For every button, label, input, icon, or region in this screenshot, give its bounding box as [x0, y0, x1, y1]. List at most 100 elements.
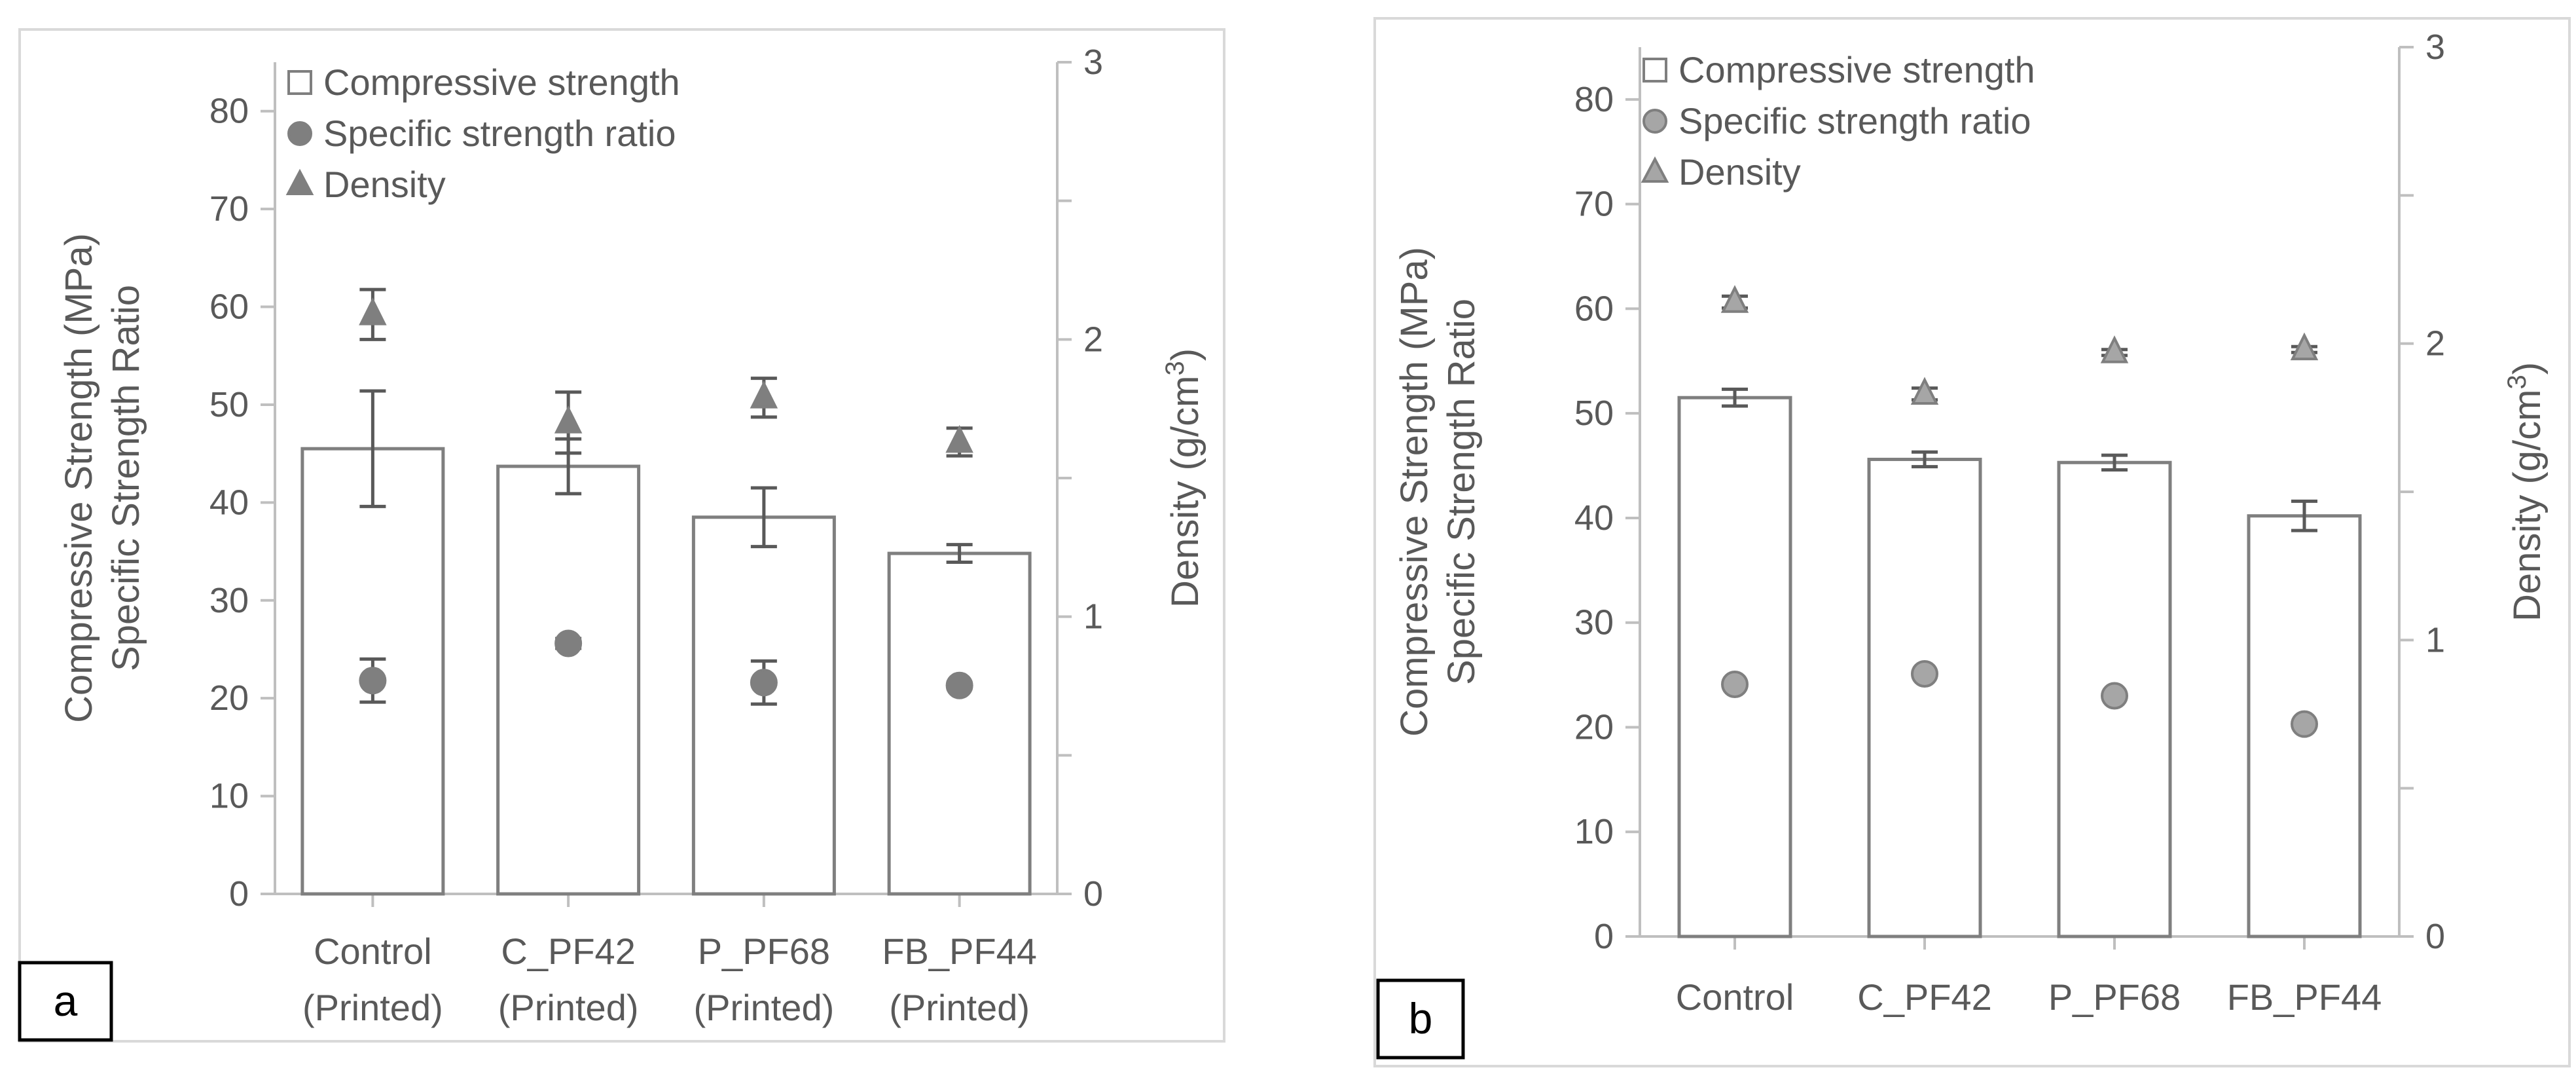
y-tick-label-left: 40 [1574, 498, 1614, 538]
chart-a: 0 10 20 30 40 50 60 70 80 0 1 2 3 Compressive Strengt… [18, 28, 1225, 1043]
point-density [945, 424, 973, 453]
point-density [750, 380, 778, 409]
y-tick-label-left: 60 [209, 287, 249, 327]
x-category-label: P_PF68 [2048, 976, 2181, 1018]
x-category-line: Control [314, 931, 432, 972]
bar-compressive-strength [496, 464, 641, 896]
legend-swatch-triangle [285, 168, 314, 195]
y-tick-label-left: 80 [209, 92, 249, 131]
y-axis-title-left: Compressive Strength (MPa) Specific Stren… [58, 233, 147, 723]
y-tick-label-left: 0 [1594, 917, 1614, 956]
bar-compressive-strength [1867, 457, 1982, 938]
legend-label: Compressive strength [323, 62, 680, 103]
y-tick-label-right: 2 [1083, 320, 1103, 359]
x-category-label: FB_PF44 (Printed) [882, 931, 1037, 1028]
y-tick-label-right: 3 [2425, 28, 2445, 67]
y-tick-label-left: 10 [1574, 812, 1614, 851]
point-specific-strength-ratio [1911, 659, 1938, 688]
legend-label: Specific strength ratio [1678, 100, 2031, 141]
x-category-label: Control (Printed) [302, 931, 443, 1028]
y-tick-label-left: 20 [209, 678, 249, 718]
legend-swatch-circle [287, 121, 312, 146]
point-specific-strength-ratio [750, 669, 778, 697]
y2-title-sup: 3 [1161, 361, 1189, 375]
chart-panel-a: 0 10 20 30 40 50 60 70 80 0 1 2 3 Compressive Strengt… [0, 0, 1244, 1074]
x-category-line: P_PF68 [698, 931, 830, 972]
x-category-line: (Printed) [694, 987, 835, 1028]
y2-title-sup: 3 [2503, 375, 2531, 389]
legend-swatch-circle [1642, 109, 1667, 134]
point-density [359, 297, 387, 325]
x-category-label: C_PF42 [1857, 976, 1991, 1018]
chart-border [18, 28, 1225, 1043]
y2-title-main: Density (g/cm [1164, 376, 1206, 608]
y-tick-label-left: 70 [1574, 185, 1614, 224]
y-tick-label-left: 30 [1574, 603, 1614, 642]
y-tick-label-right: 0 [1083, 874, 1103, 914]
y-tick-label-left: 10 [209, 777, 249, 816]
y-tick-label-left: 0 [229, 874, 249, 914]
point-density [1910, 377, 1939, 405]
x-category-line: FB_PF44 [2227, 976, 2382, 1018]
panel-label-box [1376, 978, 1465, 1060]
y-tick-label-right: 0 [2425, 917, 2445, 956]
point-specific-strength-ratio [2291, 710, 2318, 738]
point-specific-strength-ratio [945, 671, 973, 699]
panel-label: a [54, 976, 78, 1025]
x-category-line: C_PF42 [1857, 976, 1991, 1018]
y-axis-title-line: Compressive Strength (MPa) [58, 233, 100, 723]
x-category-label: C_PF42 (Printed) [498, 931, 639, 1028]
y-axis-title-line: Compressive Strength (MPa) [1393, 247, 1436, 737]
y-axis-title-line: Specific Strength Ratio [105, 285, 147, 671]
y2-title-close: ) [1164, 348, 1206, 361]
point-specific-strength-ratio [2101, 682, 2128, 710]
chart-b: 0 10 20 30 40 50 60 70 80 0 1 2 3 Compressive Strengt… [1373, 17, 2571, 1067]
y-tick-label-left: 30 [209, 581, 249, 620]
legend-swatch-bar [1642, 58, 1667, 83]
y-tick-label-left: 50 [209, 385, 249, 424]
bar-compressive-strength [1677, 396, 1792, 938]
point-specific-strength-ratio [1721, 670, 1749, 698]
y-axis-title-right: Density (g/cm3) [2503, 362, 2549, 621]
x-category-line: FB_PF44 [882, 931, 1037, 972]
x-category-line: P_PF68 [2048, 976, 2181, 1018]
point-specific-strength-ratio [554, 629, 583, 657]
panel-label-box [18, 961, 113, 1042]
y-tick-label-right: 3 [1083, 43, 1103, 82]
y2-title-main: Density (g/cm [2506, 390, 2549, 622]
x-category-line: (Printed) [302, 987, 443, 1028]
point-specific-strength-ratio [359, 667, 387, 695]
x-category-label: P_PF68 (Printed) [694, 931, 835, 1028]
y-tick-label-right: 1 [1083, 597, 1103, 637]
x-category-line: (Printed) [889, 987, 1030, 1028]
x-category-line: (Printed) [498, 987, 639, 1028]
y2-title-close: ) [2506, 362, 2549, 375]
y-tick-label-left: 40 [209, 483, 249, 522]
y-tick-label-left: 50 [1574, 394, 1614, 433]
chart-panel-b: 0 10 20 30 40 50 60 70 80 0 1 2 3 Compressive Strengt… [1368, 0, 2576, 1074]
x-category-label: FB_PF44 [2227, 976, 2382, 1018]
point-density [2290, 332, 2319, 361]
legend-label: Compressive strength [1678, 49, 2035, 90]
x-category-line: C_PF42 [501, 931, 635, 972]
y-tick-label-left: 80 [1574, 80, 1614, 119]
y-axis-title-line: Specific Strength Ratio [1440, 299, 1483, 685]
y-axis-title-left: Compressive Strength (MPa) Specific Stren… [1393, 247, 1483, 737]
y-tick-label-left: 60 [1574, 289, 1614, 328]
legend-label: Density [323, 164, 446, 205]
y-tick-label-right: 2 [2425, 324, 2445, 363]
x-category-label: Control [1676, 976, 1794, 1018]
y-tick-label-left: 20 [1574, 707, 1614, 747]
bar-compressive-strength [887, 551, 1032, 896]
legend-swatch-triangle [1641, 156, 1669, 183]
legend-swatch-bar [287, 70, 312, 95]
y-tick-label-right: 1 [2425, 620, 2445, 659]
chart-border [1373, 17, 2571, 1067]
x-category-line: Control [1676, 976, 1794, 1018]
y-tick-label-left: 70 [209, 189, 249, 229]
legend-label: Density [1678, 151, 1801, 193]
point-density [2100, 335, 2129, 363]
legend-label: Specific strength ratio [323, 113, 676, 154]
point-density [1720, 285, 1749, 313]
y-axis-title-right: Density (g/cm3) [1161, 348, 1206, 608]
